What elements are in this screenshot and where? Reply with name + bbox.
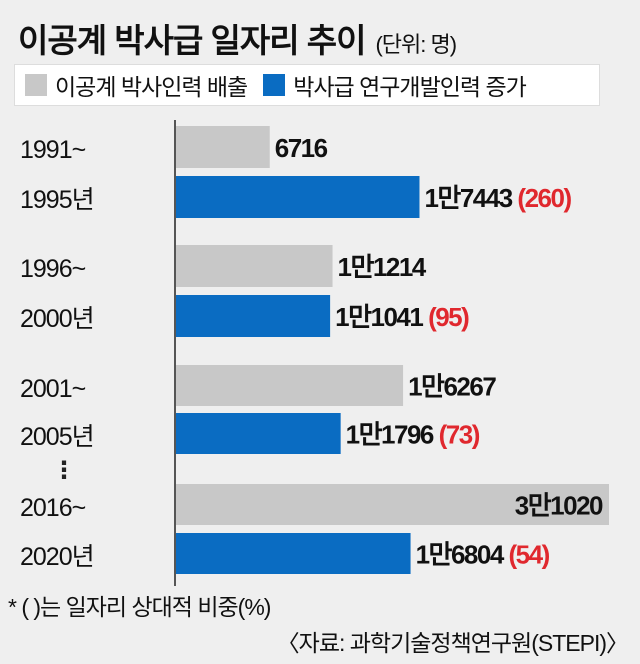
source-note: 〈자료: 과학기술정책연구원(STEPI)〉 (276, 630, 629, 656)
data-label: 1만7443 (260) (424, 183, 571, 213)
unit-label: (단위: 명) (375, 32, 457, 57)
category-label: 2000년 (20, 305, 94, 333)
share-text: (260) (512, 183, 572, 213)
value-text: 1만6804 (416, 540, 505, 570)
share-text: (95) (422, 302, 469, 332)
legend: 이공계 박사인력 배출 박사급 연구개발인력 증가 (14, 64, 600, 106)
category-label: 2016~ (20, 494, 86, 522)
gap-marker: ⋮ (52, 457, 76, 484)
bar-graduates (176, 365, 404, 406)
bar-rnd (176, 176, 420, 218)
share-text: (54) (503, 540, 550, 570)
value-text: 1만6267 (408, 372, 496, 402)
data-label: 1만6804 (54) (416, 540, 550, 570)
legend-item-graduates: 이공계 박사인력 배출 (15, 68, 248, 102)
value-text: 6716 (275, 133, 328, 163)
legend-label: 박사급 연구개발인력 증가 (293, 74, 527, 100)
category-label: 1995년 (20, 186, 94, 214)
legend-item-rnd: 박사급 연구개발인력 증가 (253, 68, 527, 102)
data-label: 1만1796 (73) (346, 420, 480, 450)
data-label: 6716 (275, 133, 328, 163)
chart-title: 이공계 박사급 일자리 추이 (단위: 명) (18, 14, 457, 62)
legend-swatch-blue (263, 74, 286, 96)
value-text: 1만1041 (335, 302, 423, 332)
category-label: 1996~ (20, 255, 86, 283)
value-text: 1만1796 (346, 420, 434, 450)
data-label: 1만1214 (338, 252, 427, 282)
data-label: 1만1041 (95) (335, 302, 469, 332)
category-label: 2020년 (20, 543, 94, 571)
title-text: 이공계 박사급 일자리 추이 (18, 22, 366, 59)
legend-swatch-gray (25, 74, 47, 96)
share-text: (73) (433, 420, 480, 450)
legend-label: 이공계 박사인력 배출 (55, 74, 248, 100)
data-label: 1만6267 (408, 372, 496, 402)
bar-rnd (176, 295, 331, 337)
category-label: 2001~ (20, 375, 86, 403)
value-text: 1만7443 (424, 183, 512, 213)
value-text: 1만1214 (338, 252, 427, 282)
footnote: * ( )는 일자리 상대적 비중(%) (8, 594, 271, 620)
bar-rnd (176, 533, 411, 574)
category-label: 2005년 (20, 423, 94, 451)
data-label: 3만1020 (515, 491, 603, 521)
bar-rnd (176, 413, 341, 454)
bar-graduates (176, 245, 333, 287)
value-text: 3만1020 (515, 491, 603, 521)
category-label: 1991~ (20, 136, 86, 164)
bar-graduates (176, 126, 270, 168)
bar-graduates (176, 484, 609, 525)
